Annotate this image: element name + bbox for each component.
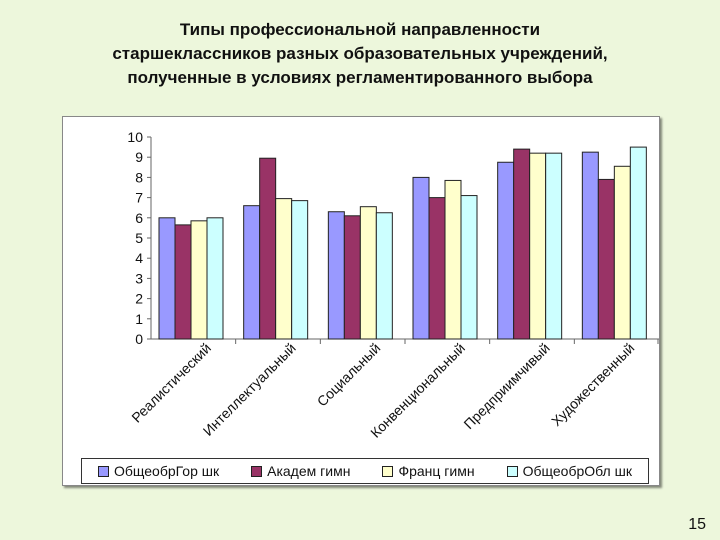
y-tick-label: 6 [135, 210, 143, 226]
title-line-3: полученные в условиях регламентированног… [127, 68, 593, 87]
bar [597, 178, 615, 340]
title-line-1: Типы профессиональной направленности [179, 20, 541, 39]
category-label: Реалистический [128, 340, 214, 426]
bar [343, 215, 361, 340]
title-line-2: старшеклассников разных образовательных … [112, 44, 608, 63]
legend-item: Академ гимн [251, 463, 350, 479]
bar [375, 212, 393, 340]
slide-title: Типы профессиональной направленности ста… [0, 18, 720, 90]
bar [243, 205, 261, 340]
bar [513, 148, 531, 340]
y-tick-label: 3 [135, 270, 143, 286]
legend-label: ОбщеобрГор шк [114, 463, 220, 479]
legend-label: ОбщеобрОбл шк [522, 463, 632, 479]
category-label: Предприимчивый [460, 340, 552, 432]
chart-legend: ОбщеобрГор шк Академ гимн Франц гимн Общеоб… [81, 458, 649, 484]
legend-label: Франц гимн [398, 463, 475, 479]
y-tick-label: 9 [135, 149, 143, 165]
y-tick-label: 10 [127, 129, 143, 145]
bar-chart: 0 1 2 3 4 5 6 7 8 9 10 РеалистическийИнтеллектуальн… [127, 129, 659, 441]
bar [174, 224, 192, 340]
bar [327, 211, 345, 340]
bar [359, 206, 377, 340]
y-tick-label: 0 [135, 331, 143, 347]
bar [190, 220, 208, 340]
y-tick-label: 1 [135, 311, 143, 327]
y-tick-label: 4 [135, 250, 143, 266]
y-tick-label: 7 [135, 190, 143, 206]
category-label: Художественный [548, 340, 637, 429]
bar [275, 198, 293, 340]
y-tick-label: 8 [135, 169, 143, 185]
bar [428, 197, 446, 340]
bar [460, 195, 478, 340]
bar [581, 151, 599, 340]
bar [613, 165, 631, 340]
bar [529, 152, 547, 340]
page-number: 15 [688, 516, 706, 533]
bar [629, 146, 647, 340]
bar [412, 176, 430, 340]
legend-swatch [98, 465, 109, 477]
y-tick-label: 2 [135, 291, 143, 307]
bar [259, 157, 277, 340]
legend-item: Франц гимн [382, 463, 475, 479]
y-tick-label: 5 [135, 230, 143, 246]
bar [291, 200, 309, 340]
bar [545, 152, 563, 340]
legend-item: ОбщеобрОбл шк [506, 463, 632, 479]
category-label: Интеллектуальный [200, 340, 299, 439]
legend-swatch [251, 465, 263, 477]
category-label: Конвенциональный [367, 340, 468, 441]
bar [206, 217, 224, 340]
legend-item: ОбщеобрГор шк [98, 463, 219, 479]
bar [444, 179, 462, 340]
legend-swatch [382, 465, 394, 477]
bar [497, 161, 515, 340]
legend-swatch [506, 465, 518, 477]
chart-frame: 0 1 2 3 4 5 6 7 8 9 10 Реалистический Интеллектуальн… [62, 116, 660, 486]
bar [158, 217, 176, 340]
legend-label: Академ гимн [267, 463, 351, 479]
category-label: Социальный [314, 340, 384, 410]
